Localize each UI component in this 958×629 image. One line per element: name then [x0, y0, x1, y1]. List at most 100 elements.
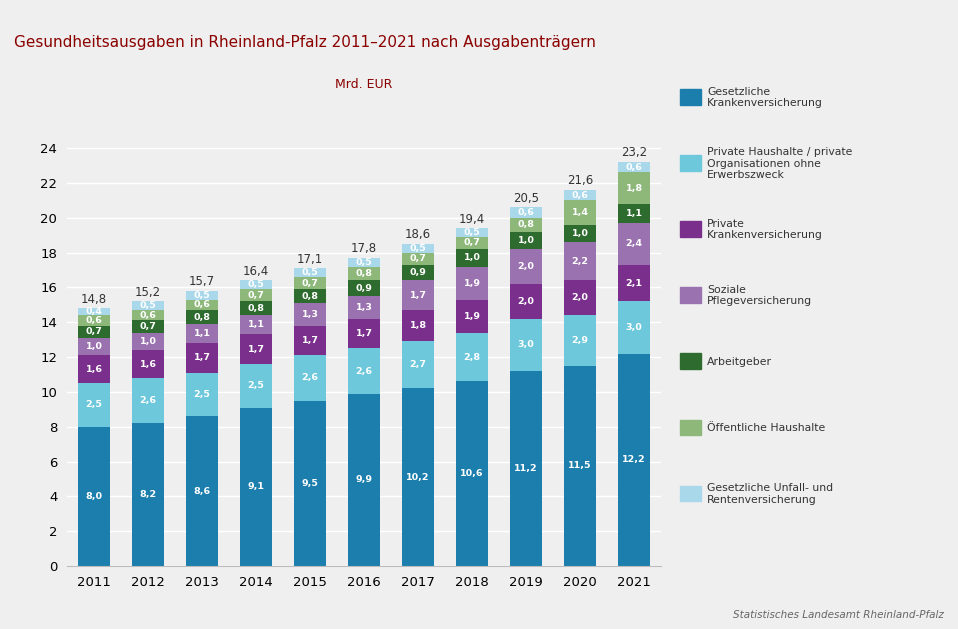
Text: 0,8: 0,8	[247, 304, 264, 313]
Text: 11,2: 11,2	[514, 464, 537, 473]
Bar	[187, 299, 217, 310]
Text: 0,5: 0,5	[140, 301, 156, 310]
Text: 1,7: 1,7	[409, 291, 426, 300]
Bar	[79, 383, 110, 426]
Text: Gesetzliche
Krankenversicherung: Gesetzliche Krankenversicherung	[707, 87, 823, 108]
Text: Soziale
Pflegeversicherung: Soziale Pflegeversicherung	[707, 285, 812, 306]
Bar	[349, 394, 379, 566]
Text: 0,9: 0,9	[355, 284, 373, 292]
Bar	[294, 355, 326, 401]
Text: 0,5: 0,5	[248, 281, 264, 289]
Bar	[79, 426, 110, 566]
Bar	[240, 315, 272, 335]
Text: 1,8: 1,8	[409, 321, 426, 330]
Text: 0,6: 0,6	[572, 191, 588, 199]
Bar	[402, 244, 434, 253]
Text: 12,2: 12,2	[622, 455, 646, 464]
Text: 19,4: 19,4	[459, 213, 485, 226]
Bar	[132, 321, 164, 333]
Bar	[456, 249, 488, 267]
Bar	[79, 338, 110, 355]
Bar	[402, 265, 434, 281]
Text: 0,9: 0,9	[410, 268, 426, 277]
Text: 2,6: 2,6	[140, 396, 156, 405]
Text: 0,6: 0,6	[194, 300, 211, 309]
Bar	[349, 267, 379, 281]
Bar	[240, 281, 272, 289]
Text: 2,2: 2,2	[572, 257, 588, 266]
Text: 0,6: 0,6	[517, 208, 535, 217]
Bar	[240, 364, 272, 408]
Bar	[402, 389, 434, 566]
Bar	[456, 228, 488, 237]
Text: 0,4: 0,4	[85, 308, 103, 316]
Text: 1,7: 1,7	[355, 329, 373, 338]
Text: Mrd. EUR: Mrd. EUR	[335, 78, 393, 91]
Bar	[402, 281, 434, 310]
Bar	[402, 342, 434, 389]
Bar	[511, 284, 541, 319]
Text: 2,4: 2,4	[626, 240, 643, 248]
Bar	[132, 378, 164, 423]
Text: 1,7: 1,7	[302, 336, 319, 345]
Text: 1,3: 1,3	[302, 310, 318, 319]
Text: 1,7: 1,7	[194, 353, 211, 362]
Text: 17,8: 17,8	[351, 242, 377, 255]
Text: 0,5: 0,5	[302, 268, 318, 277]
Text: 1,1: 1,1	[626, 209, 643, 218]
Text: 1,7: 1,7	[247, 345, 264, 353]
Text: 21,6: 21,6	[567, 174, 593, 187]
Text: 0,7: 0,7	[464, 238, 481, 247]
Bar	[402, 253, 434, 265]
Text: 11,5: 11,5	[568, 462, 592, 470]
Text: 14,8: 14,8	[81, 292, 107, 306]
Text: Gesetzliche Unfall- und
Rentenversicherung: Gesetzliche Unfall- und Rentenversicheru…	[707, 483, 833, 504]
Text: 2,0: 2,0	[517, 262, 535, 271]
Text: 8,2: 8,2	[140, 490, 156, 499]
Bar	[349, 281, 379, 296]
Bar	[618, 223, 650, 265]
Bar	[511, 218, 541, 231]
Bar	[294, 303, 326, 326]
Text: 8,0: 8,0	[85, 492, 103, 501]
Bar	[618, 265, 650, 301]
Text: 0,7: 0,7	[85, 327, 103, 337]
Bar	[456, 299, 488, 333]
Text: 1,0: 1,0	[140, 337, 156, 346]
Text: 1,1: 1,1	[247, 320, 264, 330]
Text: 3,0: 3,0	[517, 340, 535, 349]
Text: 2,5: 2,5	[85, 401, 103, 409]
Bar	[349, 319, 379, 348]
Text: 0,5: 0,5	[410, 243, 426, 253]
Text: 2,0: 2,0	[517, 297, 535, 306]
Text: 9,5: 9,5	[302, 479, 318, 488]
Text: 9,9: 9,9	[355, 476, 373, 484]
Text: 0,8: 0,8	[355, 269, 373, 278]
Text: 1,8: 1,8	[626, 184, 643, 192]
Text: Gesundheitsausgaben in Rheinland-Pfalz 2011–2021 nach Ausgabenträgern: Gesundheitsausgaben in Rheinland-Pfalz 2…	[14, 35, 596, 50]
Bar	[132, 423, 164, 566]
Text: 0,7: 0,7	[140, 322, 156, 331]
Bar	[618, 162, 650, 172]
Text: 2,6: 2,6	[302, 374, 319, 382]
Text: 0,6: 0,6	[626, 163, 643, 172]
Text: 0,5: 0,5	[194, 291, 211, 300]
Bar	[511, 208, 541, 218]
Bar	[79, 326, 110, 338]
Bar	[349, 348, 379, 394]
Bar	[402, 310, 434, 342]
Bar	[511, 249, 541, 284]
Text: 1,0: 1,0	[517, 236, 535, 245]
Bar	[618, 172, 650, 204]
Bar	[294, 268, 326, 277]
Bar	[456, 237, 488, 249]
Text: 17,1: 17,1	[297, 253, 323, 265]
Text: 2,7: 2,7	[409, 360, 426, 369]
Bar	[456, 267, 488, 299]
Text: 2,6: 2,6	[355, 367, 373, 376]
Text: 0,6: 0,6	[140, 311, 156, 320]
Text: 15,2: 15,2	[135, 286, 161, 299]
Text: Öffentliche Haushalte: Öffentliche Haushalte	[707, 423, 825, 433]
Bar	[511, 371, 541, 566]
Text: 1,9: 1,9	[464, 279, 481, 287]
